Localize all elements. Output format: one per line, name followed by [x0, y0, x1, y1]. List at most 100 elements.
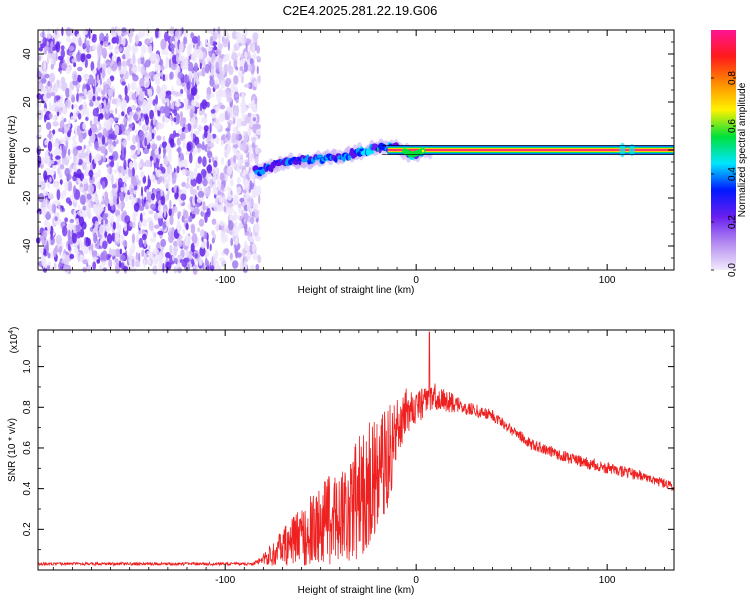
noise-blob [146, 191, 152, 203]
noise-blob [154, 224, 160, 229]
x-tick-label: 100 [599, 275, 616, 286]
noise-blob [183, 257, 190, 263]
noise-blob [185, 169, 191, 177]
noise-blob [202, 178, 208, 187]
noise-blob [77, 113, 82, 120]
noise-blob [212, 173, 217, 183]
noise-blob [69, 87, 72, 99]
noise-blob [226, 106, 230, 112]
noise-blob [227, 202, 234, 208]
noise-blob [218, 194, 223, 203]
noise-blob [235, 236, 238, 246]
noise-blob [53, 95, 57, 103]
noise-blob [82, 259, 88, 265]
noise-blob [161, 141, 168, 149]
noise-blob [99, 224, 106, 236]
noise-blob [102, 240, 108, 250]
noise-blob [138, 205, 145, 212]
noise-blob [224, 234, 229, 242]
noise-blob [79, 194, 86, 205]
noise-blob [255, 263, 260, 271]
noise-blob [179, 117, 184, 127]
noise-blob [186, 89, 191, 100]
noise-blob [107, 203, 111, 212]
noise-blob [104, 109, 111, 121]
noise-blob [88, 129, 92, 137]
noise-blob [235, 196, 238, 203]
noise-blob [140, 45, 147, 54]
noise-blob [227, 207, 231, 214]
noise-blob [69, 126, 72, 134]
noise-blob [254, 96, 258, 105]
noise-blob [129, 221, 133, 227]
noise-blob [65, 36, 71, 43]
noise-blob [222, 195, 226, 201]
noise-blob [189, 152, 193, 164]
noise-blob [158, 64, 161, 72]
noise-blob [232, 144, 239, 149]
noise-blob [47, 140, 53, 152]
noise-blob [257, 254, 262, 264]
noise-blob [195, 65, 198, 74]
noise-blob [105, 119, 112, 131]
spectrogram-noise-region [35, 26, 262, 275]
noise-blob [42, 30, 45, 39]
noise-blob [165, 73, 169, 81]
noise-blob [47, 265, 50, 270]
noise-blob [74, 128, 78, 138]
noise-blob [124, 85, 128, 97]
noise-blob [217, 179, 221, 191]
noise-blob [48, 203, 51, 212]
noise-blob [94, 220, 99, 231]
noise-blob [47, 158, 52, 167]
noise-blob [99, 239, 103, 247]
noise-blob [242, 189, 247, 194]
noise-blob [46, 92, 52, 99]
noise-blob [182, 228, 186, 235]
noise-blob [252, 44, 255, 52]
noise-blob [103, 41, 109, 48]
noise-blob [237, 52, 241, 57]
noise-blob [211, 52, 216, 62]
noise-blob [240, 257, 243, 265]
noise-blob [59, 137, 65, 145]
noise-blob [162, 262, 165, 273]
noise-blob [229, 229, 233, 236]
y-tick-label: -20 [22, 190, 33, 205]
noise-blob [227, 40, 230, 51]
noise-blob [115, 139, 119, 145]
x-tick-label: 100 [599, 575, 616, 586]
noise-blob [142, 211, 146, 217]
noise-blob [61, 62, 68, 71]
noise-blob [201, 99, 208, 110]
noise-blob [229, 178, 234, 187]
noise-blob [147, 88, 153, 97]
noise-blob [112, 196, 118, 206]
noise-blob [169, 244, 173, 255]
noise-blob [175, 78, 181, 87]
noise-blob [77, 66, 83, 72]
noise-blob [124, 176, 127, 183]
noise-blob [40, 180, 46, 191]
noise-blob [144, 38, 151, 46]
noise-blob [218, 62, 223, 73]
noise-blob [104, 213, 109, 218]
noise-blob [228, 60, 232, 70]
noise-blob [200, 229, 205, 238]
noise-blob [232, 260, 239, 269]
noise-blob [41, 206, 48, 216]
noise-blob [73, 209, 76, 216]
noise-blob [49, 72, 56, 84]
noise-blob [199, 102, 203, 112]
noise-blob [220, 139, 224, 147]
noise-blob [131, 258, 135, 267]
noise-blob [182, 138, 186, 149]
noise-blob [194, 194, 197, 205]
noise-blob [204, 212, 208, 224]
noise-blob [149, 109, 155, 120]
noise-blob [87, 183, 94, 195]
noise-blob [47, 182, 51, 189]
noise-blob [169, 199, 172, 210]
noise-blob [213, 83, 220, 90]
noise-blob [202, 59, 206, 68]
